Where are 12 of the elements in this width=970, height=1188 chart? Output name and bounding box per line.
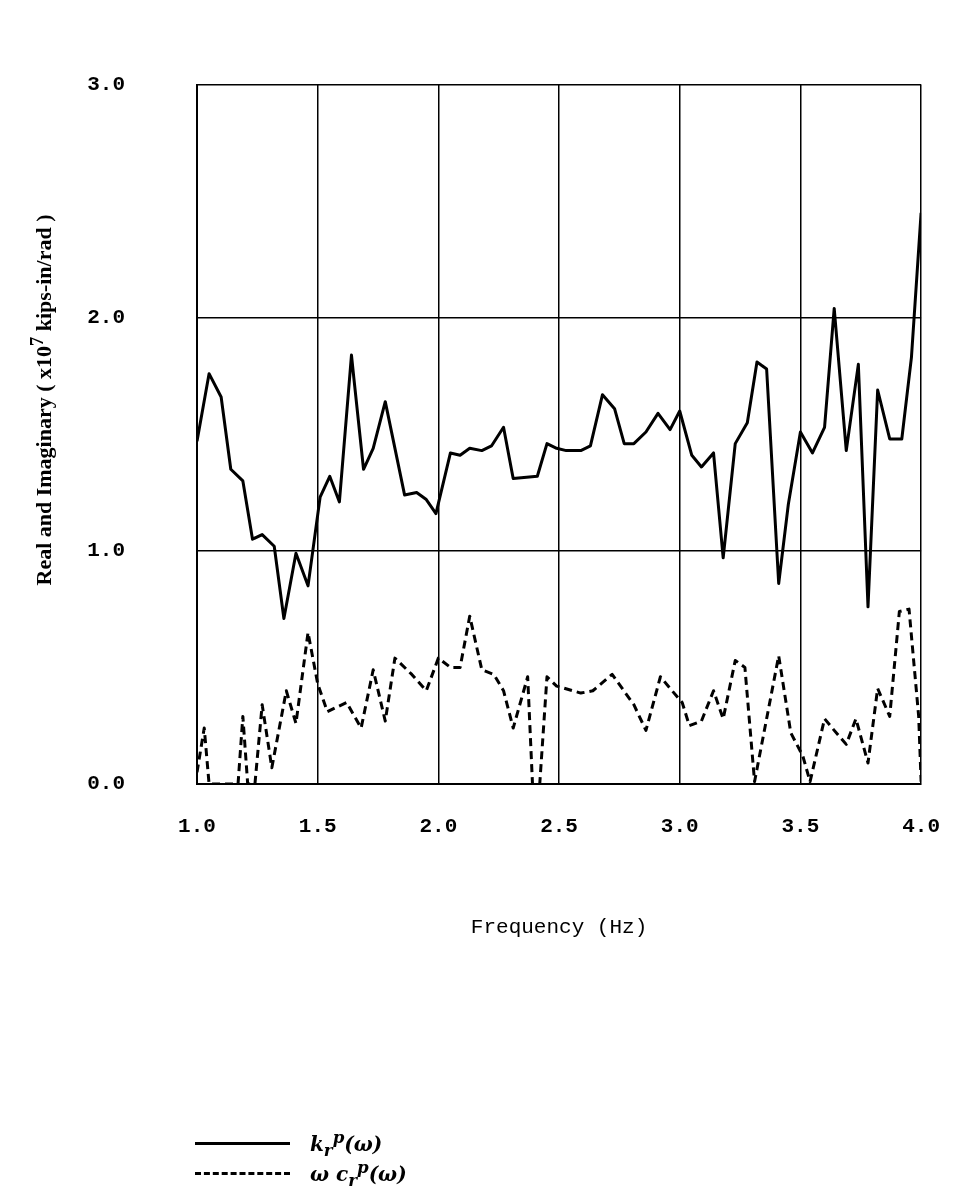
x-axis-title: Frequency (Hz) bbox=[470, 915, 648, 939]
y-tick-label: 1.0 bbox=[87, 539, 125, 563]
x-tick-label: 2.5 bbox=[540, 814, 578, 838]
y-tick-label: 3.0 bbox=[87, 72, 125, 96]
x-tick-label: 2.0 bbox=[419, 814, 458, 838]
y-tick-label: 0.0 bbox=[87, 772, 125, 796]
x-tick-label: 4.0 bbox=[902, 814, 940, 838]
x-tick-label: 1.0 bbox=[178, 814, 216, 838]
y-tick-label: 2.0 bbox=[87, 306, 125, 330]
x-tick-label: 3.0 bbox=[660, 814, 699, 838]
x-tick-label: 1.5 bbox=[298, 814, 337, 838]
x-tick-label: 3.5 bbox=[781, 814, 820, 838]
